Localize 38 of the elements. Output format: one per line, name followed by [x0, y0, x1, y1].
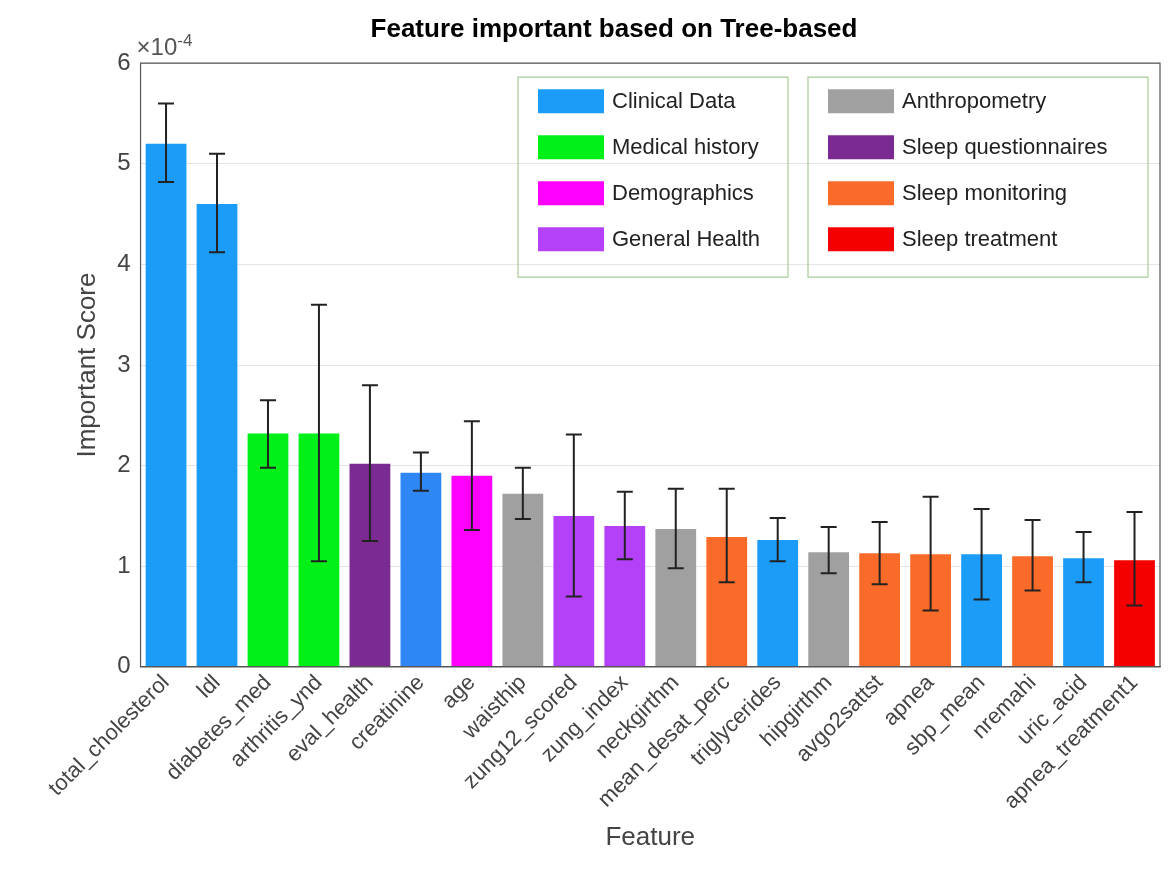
legend-label: Clinical Data: [612, 88, 737, 114]
y-tick-label: 2: [117, 450, 131, 478]
bar: [859, 553, 901, 667]
bar: [502, 493, 544, 667]
bar: [604, 526, 646, 667]
bar: [553, 515, 595, 667]
y-tick-label: 1: [117, 550, 131, 578]
y-tick-label: 6: [117, 47, 131, 75]
y-tick-label: 4: [117, 249, 131, 277]
chart-title: Feature important based on Tree-based: [370, 12, 858, 43]
bar: [196, 204, 238, 667]
bar: [655, 529, 697, 667]
bar: [349, 463, 391, 667]
y-tick-label: 5: [117, 148, 131, 176]
bar: [1114, 560, 1155, 667]
bar: [706, 537, 748, 667]
y-tick-label: 3: [117, 349, 131, 377]
legend-label: Sleep questionnaires: [902, 134, 1108, 160]
legend-label: General Health: [612, 226, 760, 252]
legend-label: Sleep monitoring: [902, 180, 1068, 206]
y-axis-title: Important Score: [70, 272, 101, 458]
y-tick-label: 0: [117, 651, 131, 679]
bar: [910, 554, 952, 667]
x-axis-title: Feature: [605, 820, 696, 851]
bar: [1063, 558, 1104, 667]
legend-label: Anthropometry: [902, 88, 1047, 114]
legend-label: Medical history: [612, 134, 759, 160]
bar: [1012, 556, 1053, 667]
bar: [757, 540, 799, 667]
bar: [247, 433, 289, 667]
bar: [451, 475, 493, 667]
bar: [808, 552, 850, 667]
bar: [145, 143, 187, 667]
legend-label: Demographics: [612, 180, 754, 206]
bar: [298, 433, 340, 667]
legend-label: Sleep treatment: [902, 226, 1058, 252]
bar: [400, 472, 442, 667]
bar: [961, 554, 1002, 667]
